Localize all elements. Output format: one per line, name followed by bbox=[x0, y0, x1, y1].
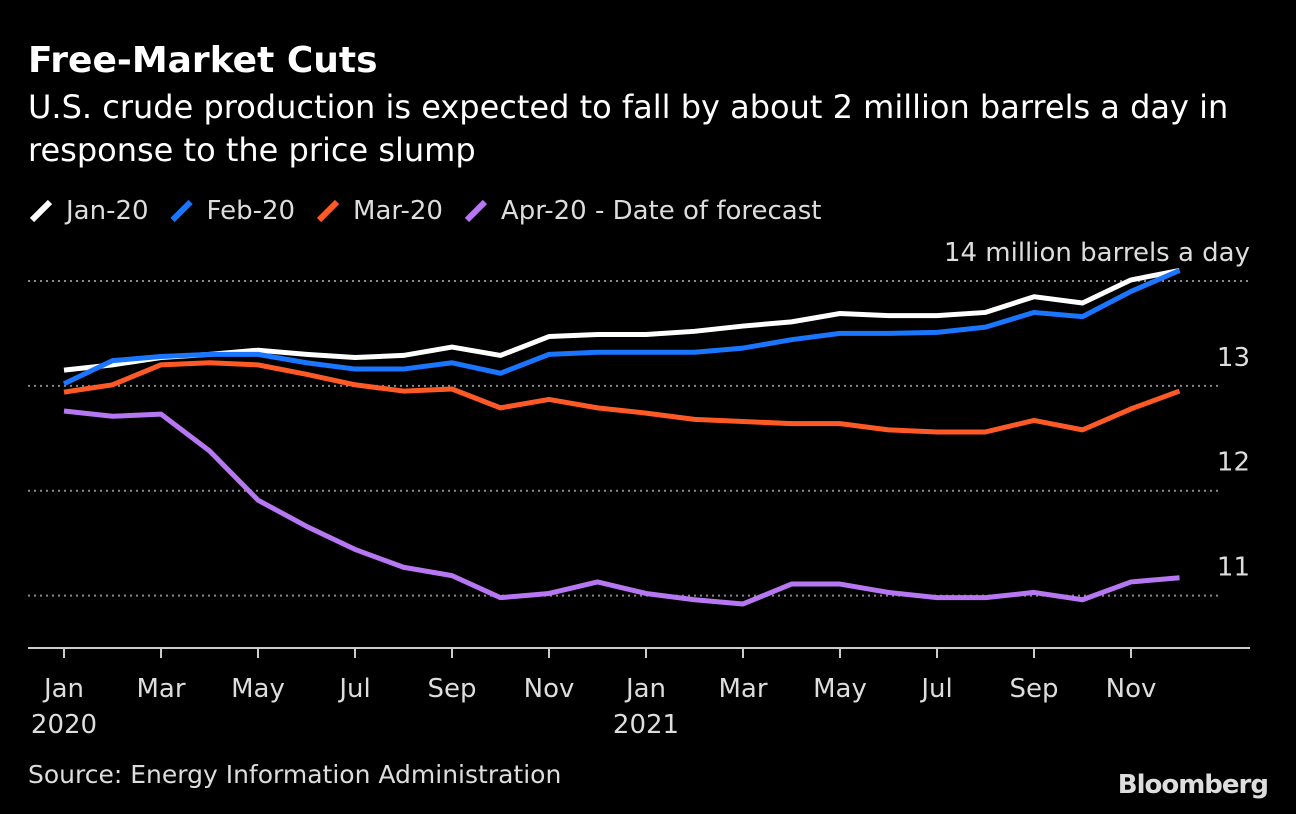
x-tick-label: Jul bbox=[919, 674, 952, 704]
legend-label: Jan-20 bbox=[64, 196, 149, 226]
x-tick-label: May bbox=[231, 674, 285, 704]
legend-label: Mar-20 bbox=[353, 196, 443, 226]
x-tick-label: Sep bbox=[1009, 674, 1058, 704]
y-tick-label: 11 bbox=[1217, 553, 1250, 583]
x-tick-label: Mar bbox=[136, 674, 185, 704]
x-tick-label: Nov bbox=[1106, 674, 1157, 704]
x-year-label: 2020 bbox=[31, 710, 97, 740]
legend-swatch bbox=[170, 199, 193, 223]
series-line bbox=[62, 268, 1181, 386]
y-tick-label: 12 bbox=[1217, 448, 1250, 478]
x-tick-label: Jan bbox=[624, 674, 666, 704]
x-tick-label: Nov bbox=[524, 674, 575, 704]
x-tick-label: Sep bbox=[427, 674, 476, 704]
y-tick-label: 13 bbox=[1217, 343, 1250, 373]
legend-swatch bbox=[29, 199, 53, 223]
series-line bbox=[63, 408, 1180, 607]
series-line bbox=[63, 268, 1180, 373]
y-tick-label: 14 million barrels a day bbox=[944, 238, 1250, 268]
legend-label: Feb-20 bbox=[207, 196, 296, 226]
legend-label: Apr-20 - Date of forecast bbox=[501, 196, 822, 226]
x-tick-label: Jan bbox=[42, 674, 84, 704]
brand: Bloomberg bbox=[1117, 770, 1269, 800]
x-tick-label: May bbox=[813, 674, 867, 704]
legend-swatch bbox=[316, 199, 340, 223]
legend-swatch bbox=[464, 199, 488, 223]
chart-subtitle: U.S. crude production is expected to fal… bbox=[28, 88, 1229, 169]
series-line bbox=[63, 360, 1181, 435]
source: Source: Energy Information Administratio… bbox=[28, 760, 562, 789]
x-tick-label: Jul bbox=[337, 674, 370, 704]
x-year-label: 2021 bbox=[613, 710, 679, 740]
chart-title: Free-Market Cuts bbox=[28, 40, 378, 81]
x-tick-label: Mar bbox=[718, 674, 767, 704]
